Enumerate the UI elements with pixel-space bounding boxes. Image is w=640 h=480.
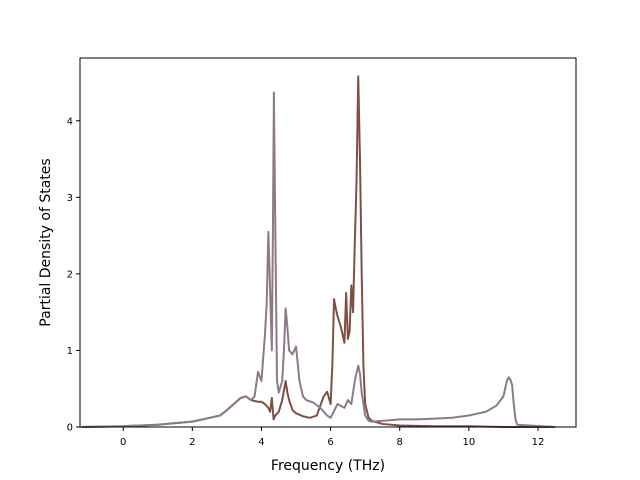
x-axis-ticks: 0 2 4 6 8 10 12 [120,427,544,448]
x-tick-label: 2 [189,437,195,448]
y-axis-ticks: 0 1 2 3 4 [67,116,80,434]
plot-area-background [80,58,576,427]
x-tick-label: 4 [258,437,264,448]
y-tick-label: 3 [67,193,73,204]
series-line-2 [81,91,556,428]
y-axis-label: Partial Density of States [38,158,54,326]
plot-frame [79,57,577,428]
x-tick-label: 8 [397,437,403,448]
x-tick-label: 0 [120,437,126,448]
y-tick-label: 0 [67,423,73,434]
x-tick-label: 12 [532,437,545,448]
x-tick-label: 10 [462,437,475,448]
series-layer [81,75,556,428]
y-tick-label: 2 [67,269,73,280]
x-axis-label: Frequency (THz) [271,458,385,474]
x-tick-label: 6 [327,437,333,448]
y-tick-label: 4 [67,116,73,127]
y-tick-label: 1 [67,346,73,357]
